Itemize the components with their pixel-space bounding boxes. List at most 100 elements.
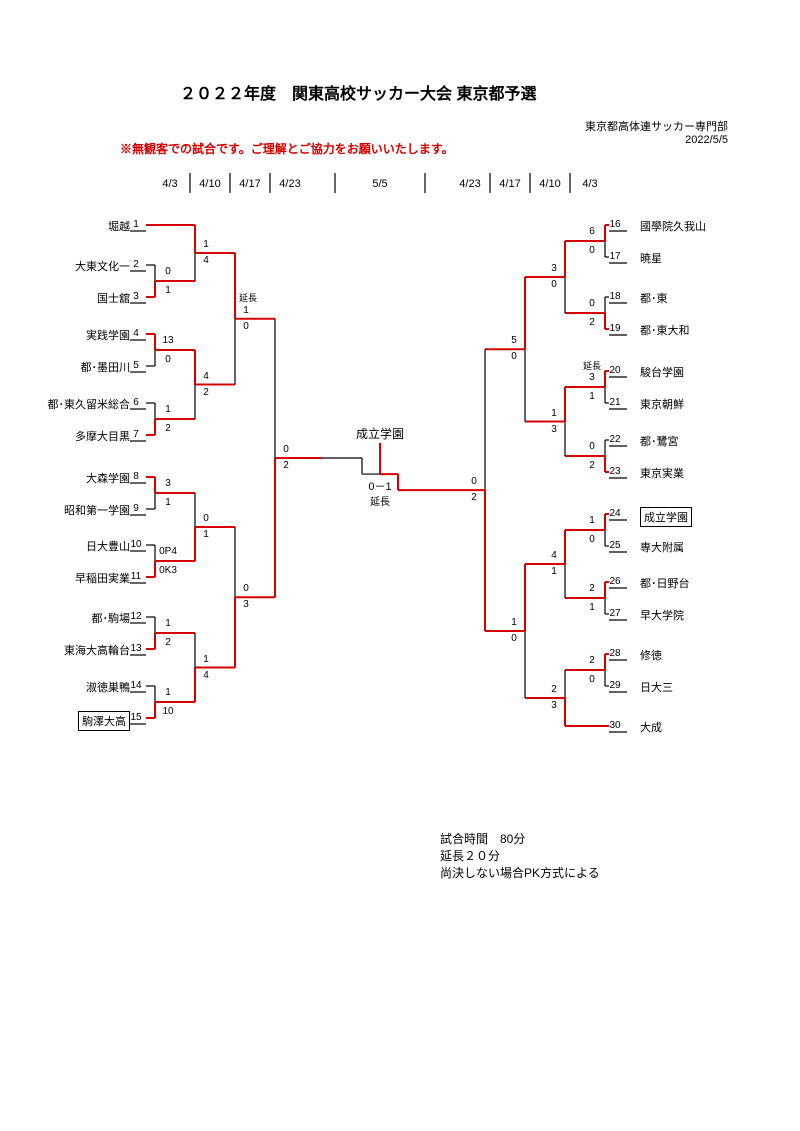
match-score: 1 xyxy=(192,529,220,540)
team-seed: 20 xyxy=(605,365,625,376)
team-name: 成立学園 xyxy=(640,507,760,527)
match-score: 2 xyxy=(578,460,606,471)
match-score: 10 xyxy=(154,706,182,717)
team-seed: 11 xyxy=(128,571,144,582)
match-note: 延長 xyxy=(578,359,606,372)
round-date: 4/10 xyxy=(190,178,230,190)
match-score: 1 xyxy=(578,515,606,526)
match-score: 0 xyxy=(500,351,528,362)
final-label: 0－1 xyxy=(340,478,420,494)
organizer-block: 東京都高体連サッカー専門部 2022/5/5 xyxy=(585,118,728,146)
match-score: 13 xyxy=(154,335,182,346)
team-name: 国士舘 xyxy=(40,290,130,306)
footer-line: 尚決しない場合PK方式による xyxy=(440,864,600,881)
match-note: 延長 xyxy=(234,291,262,304)
team-name: 東海大高輪台 xyxy=(40,642,130,658)
team-name: 大成 xyxy=(640,719,760,735)
team-seed: 29 xyxy=(605,680,625,691)
match-score: 2 xyxy=(154,637,182,648)
match-score: 1 xyxy=(154,497,182,508)
round-date: 5/5 xyxy=(360,178,400,190)
team-seed: 4 xyxy=(128,328,144,339)
round-date: 4/10 xyxy=(530,178,570,190)
team-seed: 26 xyxy=(605,576,625,587)
match-score: 0 xyxy=(500,633,528,644)
organizer-date: 2022/5/5 xyxy=(585,134,728,146)
organizer-name: 東京都高体連サッカー専門部 xyxy=(585,118,728,134)
team-name: 暁星 xyxy=(640,250,760,266)
team-seed: 19 xyxy=(605,323,625,334)
match-score: 2 xyxy=(578,583,606,594)
bracket-diagram xyxy=(0,0,800,1131)
match-score: 0 xyxy=(272,444,300,455)
round-date: 4/17 xyxy=(230,178,270,190)
match-score: 2 xyxy=(154,423,182,434)
final-label: 成立学園 xyxy=(340,425,420,442)
team-name: 実践学園 xyxy=(40,327,130,343)
match-score: 1 xyxy=(154,618,182,629)
team-seed: 6 xyxy=(128,397,144,408)
footer-notes: 試合時間 80分延長２０分尚決しない場合PK方式による xyxy=(440,830,600,881)
team-seed: 14 xyxy=(128,680,144,691)
match-score: 3 xyxy=(540,263,568,274)
team-name: 都･東久留米総合 xyxy=(40,396,130,412)
team-name: 都･駒場 xyxy=(40,610,130,626)
team-name: 日大豊山 xyxy=(40,538,130,554)
team-seed: 27 xyxy=(605,608,625,619)
match-score: 0 xyxy=(578,534,606,545)
team-name: 修徳 xyxy=(640,647,760,663)
team-seed: 17 xyxy=(605,251,625,262)
team-seed: 9 xyxy=(128,503,144,514)
team-seed: 23 xyxy=(605,466,625,477)
match-score: 1 xyxy=(154,404,182,415)
final-label: 延長 xyxy=(340,493,420,508)
team-name: 都･東 xyxy=(640,290,760,306)
match-score: 4 xyxy=(192,371,220,382)
team-seed: 18 xyxy=(605,291,625,302)
team-name: 大東文化一 xyxy=(40,258,130,274)
round-date: 4/3 xyxy=(570,178,610,190)
match-score: 1 xyxy=(192,239,220,250)
footer-line: 延長２０分 xyxy=(440,847,600,864)
match-score: 2 xyxy=(272,460,300,471)
team-seed: 16 xyxy=(605,219,625,230)
match-score: 1 xyxy=(154,285,182,296)
team-seed: 10 xyxy=(128,539,144,550)
team-name: 東京実業 xyxy=(640,465,760,481)
match-score: 4 xyxy=(192,670,220,681)
team-seed: 8 xyxy=(128,471,144,482)
notice-text: ※無観客での試合です。ご理解とご協力をお願いいたします。 xyxy=(120,140,454,157)
match-score: 2 xyxy=(578,655,606,666)
match-score: 1 xyxy=(154,687,182,698)
team-seed: 3 xyxy=(128,291,144,302)
round-date: 4/23 xyxy=(270,178,310,190)
match-score: 2 xyxy=(192,387,220,398)
team-seed: 22 xyxy=(605,434,625,445)
team-seed: 13 xyxy=(128,643,144,654)
match-score: 0 xyxy=(154,354,182,365)
round-date: 4/3 xyxy=(150,178,190,190)
team-name: 堀越 xyxy=(40,218,130,234)
match-score: 0 xyxy=(192,513,220,524)
team-name: 國學院久我山 xyxy=(640,218,760,234)
team-name: 多摩大目黒 xyxy=(40,428,130,444)
match-score: 0 xyxy=(154,266,182,277)
match-score: 2 xyxy=(460,492,488,503)
team-name: 早稲田実業 xyxy=(40,570,130,586)
team-name: 東京朝鮮 xyxy=(640,396,760,412)
match-score: 1 xyxy=(192,654,220,665)
team-name: 大森学園 xyxy=(40,470,130,486)
team-name: 駒澤大高 xyxy=(40,711,130,731)
page-title: ２０２２年度 関東高校サッカー大会 東京都予選 xyxy=(180,80,536,104)
team-name: 都･鷺宮 xyxy=(640,433,760,449)
team-name: 日大三 xyxy=(640,679,760,695)
match-score: 0 xyxy=(232,583,260,594)
team-seed: 5 xyxy=(128,360,144,371)
team-name: 昭和第一学園 xyxy=(40,502,130,518)
match-score: 6 xyxy=(578,226,606,237)
team-seed: 2 xyxy=(128,259,144,270)
team-seed: 7 xyxy=(128,429,144,440)
match-score: 1 xyxy=(540,408,568,419)
team-name: 淑徳巣鴨 xyxy=(40,679,130,695)
team-seed: 30 xyxy=(605,720,625,731)
